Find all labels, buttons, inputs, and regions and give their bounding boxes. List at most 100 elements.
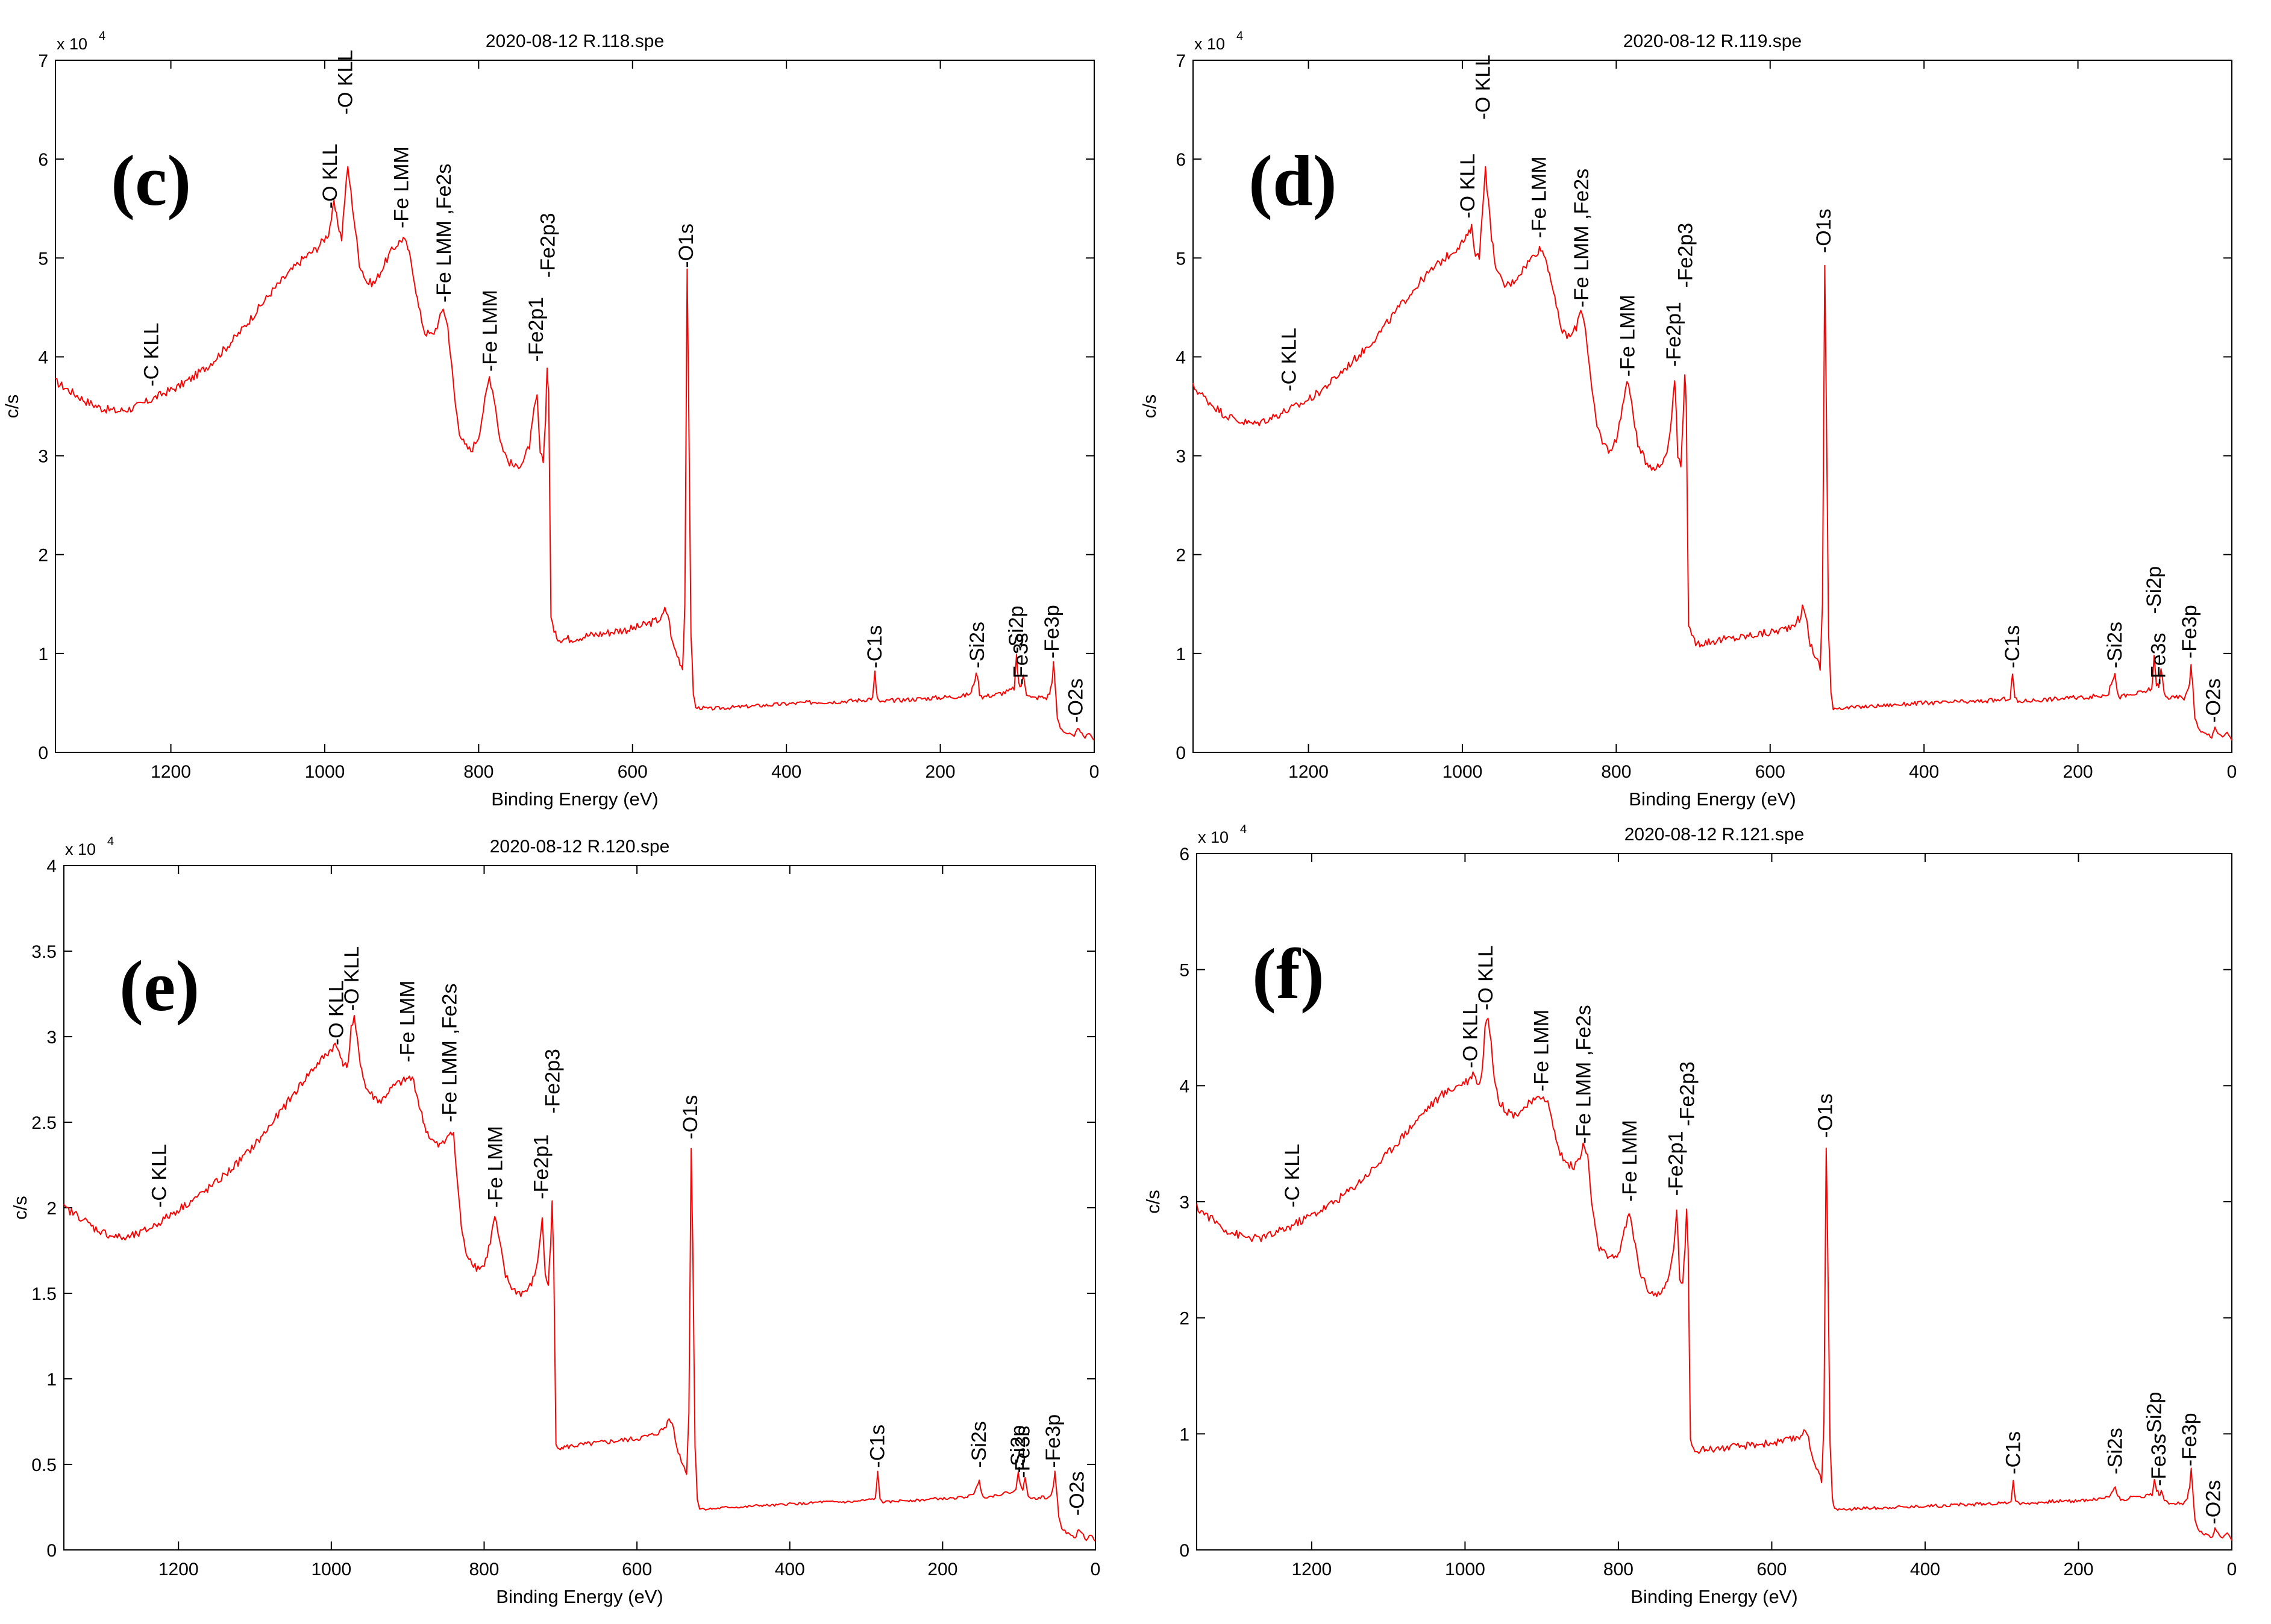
peak-annotation: -Fe LMM — [390, 146, 413, 228]
x-tick-label: 1000 — [305, 762, 345, 782]
y-tick-label: 0.5 — [31, 1455, 57, 1475]
y-multiplier-exponent: 4 — [107, 835, 114, 848]
spectrum-line — [55, 166, 1095, 741]
x-tick-label: 600 — [618, 762, 648, 782]
peak-annotation: -Si2p — [2143, 1392, 2166, 1440]
y-tick-label: 4 — [1179, 1076, 1189, 1096]
x-tick-label: 600 — [622, 1560, 652, 1579]
y-tick-label: 7 — [1176, 51, 1186, 71]
y-tick-label: 6 — [1179, 845, 1189, 864]
peak-annotation: -Fe3s — [1012, 1426, 1035, 1478]
x-axis-label: Binding Energy (eV) — [1629, 789, 1796, 810]
x-axis-label: Binding Energy (eV) — [1630, 1586, 1797, 1607]
y-multiplier-exponent: 4 — [1240, 823, 1247, 836]
peak-annotation: -C1s — [863, 625, 886, 669]
peak-annotation: -O2s — [2202, 678, 2225, 723]
peak-annotation: -Si2s — [2104, 1428, 2127, 1474]
peak-annotation: -O2s — [2202, 1480, 2225, 1525]
x-tick-label: 1200 — [1292, 1560, 1332, 1579]
peak-annotation: -C KLL — [140, 323, 163, 387]
peak-annotation: -Fe3s — [2147, 632, 2170, 685]
x-tick-label: 400 — [771, 762, 801, 782]
y-multiplier-exponent: 4 — [1236, 30, 1243, 43]
y-axis-label: c/s — [1139, 395, 1160, 419]
y-tick-label: 0 — [1176, 743, 1186, 763]
peak-annotation: -Fe LMM ,Fe2s — [433, 164, 456, 302]
peak-annotation: -Si2p — [1005, 605, 1028, 653]
y-tick-label: 1 — [46, 1370, 57, 1390]
peak-annotation: -C KLL — [1281, 1144, 1304, 1208]
plot-frame — [63, 865, 1096, 1551]
panel-label: (e) — [119, 946, 199, 1026]
y-tick-label: 6 — [1176, 150, 1186, 170]
spectrum-line — [1196, 1017, 2232, 1541]
x-tick-label: 800 — [1601, 762, 1631, 782]
peak-annotation: -Fe2p3 — [1674, 223, 1697, 288]
x-tick-label: 800 — [469, 1560, 499, 1579]
chart-panel-d: 1200 1000 800 600 400 200 0 0 1 2 3 4 5 6 7 2020-08-12 … — [1139, 30, 2237, 810]
y-tick-label: 3 — [1179, 1193, 1189, 1213]
x-tick-label: 1200 — [1288, 762, 1329, 782]
x-tick-label: 800 — [463, 762, 493, 782]
peak-annotation: -C KLL — [148, 1144, 171, 1208]
peak-annotation: -Fe LMM ,Fe2s — [1573, 1005, 1596, 1143]
y-tick-label: 5 — [1176, 249, 1186, 269]
peak-annotation: -Fe LMM — [484, 1126, 507, 1208]
plot-frame — [1196, 853, 2232, 1551]
chart-panel-e: 1200 1000 800 600 400 200 0 0 0.5 1 1.5 2 2.5 3 3.5 4 20… — [10, 835, 1100, 1607]
peak-annotation: -Si2p — [1007, 1425, 1030, 1473]
peak-annotation: -Fe3p — [1042, 1414, 1065, 1468]
x-axis-label: Binding Energy (eV) — [496, 1586, 663, 1607]
peak-annotation: -O KLL — [1474, 945, 1497, 1010]
y-tick-label: 6 — [38, 150, 48, 170]
y-tick-label: 2 — [1179, 1309, 1189, 1329]
peak-annotation: -Fe2p1 — [525, 297, 548, 362]
peak-annotation: -O KLL — [1456, 154, 1479, 219]
peak-annotation: -C KLL — [1278, 328, 1301, 392]
x-tick-label: 200 — [2063, 762, 2093, 782]
y-tick-label: 2.5 — [31, 1113, 57, 1133]
chart-title: 2020-08-12 R.118.spe — [486, 31, 664, 51]
peak-annotation: -Fe LMM ,Fe2s — [1570, 169, 1593, 307]
y-tick-label: 3 — [46, 1028, 57, 1048]
x-tick-label: 0 — [1091, 1560, 1101, 1579]
x-tick-label: 0 — [1089, 762, 1100, 782]
y-tick-label: 3 — [1176, 447, 1186, 467]
peak-annotation: -Fe LMM — [1530, 1010, 1553, 1092]
y-tick-label: 5 — [1179, 961, 1189, 981]
y-tick-label: 3 — [38, 447, 48, 467]
x-tick-label: 200 — [927, 1560, 957, 1579]
x-tick-label: 200 — [2063, 1560, 2093, 1579]
chart-panel-f: 1200 1000 800 600 400 200 0 0 1 2 3 4 5 6 2020-08-12 R… — [1142, 823, 2237, 1607]
x-axis-label: Binding Energy (eV) — [491, 789, 658, 810]
y-axis-label: c/s — [1, 395, 22, 419]
peak-annotation: -Fe3s — [2147, 1434, 2170, 1486]
y-tick-label: 1.5 — [31, 1284, 57, 1304]
y-tick-label: 2 — [46, 1199, 57, 1219]
peak-annotation: -Fe2p3 — [536, 213, 559, 278]
y-tick-label: 2 — [1176, 546, 1186, 566]
y-multiplier: x 10 — [1198, 828, 1229, 846]
y-tick-label: 0 — [1179, 1541, 1189, 1561]
panel-label: (d) — [1248, 140, 1337, 220]
peak-annotation: -O1s — [679, 1095, 702, 1140]
y-tick-label: 1 — [1176, 645, 1186, 664]
x-tick-label: 600 — [1755, 762, 1785, 782]
x-tick-label: 800 — [1603, 1560, 1634, 1579]
peak-annotation: -Fe LMM — [396, 981, 419, 1063]
x-tick-label: 400 — [775, 1560, 805, 1579]
x-tick-label: 200 — [926, 762, 956, 782]
peak-annotation: -Fe LMM — [1618, 1120, 1641, 1202]
y-tick-label: 0 — [38, 743, 48, 763]
peak-annotation: -Fe LMM ,Fe2s — [438, 984, 461, 1122]
y-tick-label: 0 — [46, 1541, 57, 1561]
peak-annotation: -C1s — [866, 1425, 889, 1468]
peak-annotation: -O1s — [1814, 1093, 1837, 1138]
y-multiplier: x 10 — [1194, 35, 1225, 53]
y-tick-label: 4 — [46, 857, 57, 876]
peak-annotation: -Si2s — [966, 622, 989, 668]
peak-annotation: -Fe2p1 — [530, 1134, 553, 1199]
x-tick-label: 600 — [1756, 1560, 1787, 1579]
y-multiplier-exponent: 4 — [99, 30, 105, 43]
